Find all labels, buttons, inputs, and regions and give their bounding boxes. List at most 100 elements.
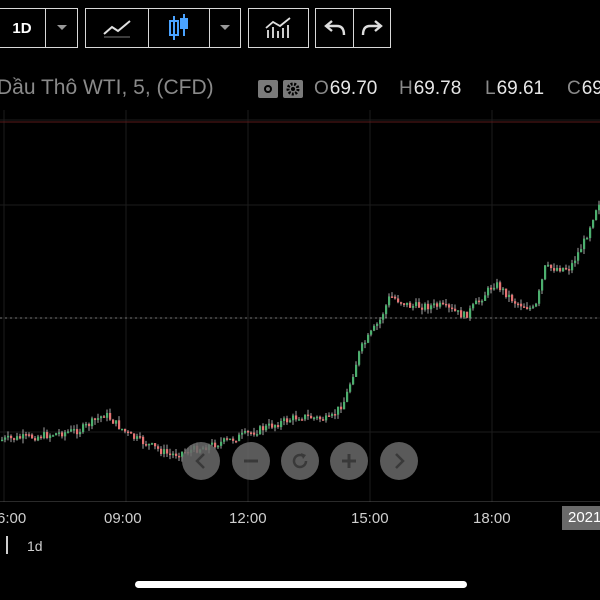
candle-body xyxy=(595,210,598,220)
interval-selector[interactable]: 1D xyxy=(0,8,78,48)
candle-body xyxy=(364,342,367,345)
candle-body xyxy=(25,434,28,436)
candle-body xyxy=(532,306,535,308)
toolbar-divider xyxy=(148,9,149,47)
candle-body xyxy=(1,439,4,442)
candle-body xyxy=(229,438,232,441)
candle-body xyxy=(556,268,559,271)
indicators-button[interactable] xyxy=(248,8,309,48)
candle-body xyxy=(403,303,406,306)
candle-body xyxy=(31,434,34,439)
candle-body xyxy=(280,421,283,428)
zoom-out-button[interactable] xyxy=(232,442,270,480)
candle-body xyxy=(388,296,391,306)
candle-body xyxy=(343,401,346,410)
line-chart-button[interactable] xyxy=(86,9,148,47)
candle-body xyxy=(55,433,58,436)
candle-body xyxy=(511,294,514,302)
candle-body xyxy=(211,442,214,445)
toolbar-divider xyxy=(45,9,46,47)
candle-body xyxy=(292,415,295,421)
visibility-toggle[interactable] xyxy=(258,80,278,103)
redo-button[interactable] xyxy=(354,9,390,47)
history-controls xyxy=(315,8,391,48)
candlestick-button[interactable] xyxy=(149,9,209,47)
reset-chart-button[interactable] xyxy=(281,442,319,480)
candle-body xyxy=(142,436,145,445)
interval-button[interactable]: 1D xyxy=(0,9,45,47)
symbol-title[interactable]: Dầu Thô WTI, 5, (CFD) xyxy=(0,76,214,99)
candle-body xyxy=(580,249,583,253)
candle-body xyxy=(448,304,451,308)
candle-body xyxy=(268,423,271,426)
time-tick-label: 12:00 xyxy=(229,510,267,527)
candle-body xyxy=(49,435,52,439)
candle-body xyxy=(418,302,421,308)
bottom-interval-button[interactable]: 1d xyxy=(27,538,43,554)
candle-body xyxy=(526,307,529,310)
candle-body xyxy=(484,295,487,301)
candle-body xyxy=(454,308,457,312)
candle-body xyxy=(430,305,433,310)
candle-body xyxy=(43,432,46,439)
candle-body xyxy=(322,419,325,421)
candle-body xyxy=(262,426,265,431)
candle-body xyxy=(301,419,304,421)
candle-body xyxy=(451,307,454,310)
candle-body xyxy=(502,288,505,291)
price-chart[interactable] xyxy=(0,110,600,502)
candle-body xyxy=(133,433,136,439)
candle-body xyxy=(493,287,496,290)
candle-body xyxy=(415,302,418,306)
candle-body xyxy=(541,279,544,291)
candle-body xyxy=(559,268,562,272)
candle-body xyxy=(304,414,307,420)
undo-button[interactable] xyxy=(316,9,353,47)
candle-body xyxy=(457,310,460,312)
home-indicator xyxy=(135,581,467,588)
zoom-in-button[interactable] xyxy=(330,442,368,480)
candle-body xyxy=(517,303,520,306)
candle-body xyxy=(256,434,259,436)
candle-body xyxy=(313,417,316,420)
ohlc-low: L69.61 xyxy=(485,78,545,99)
candle-body xyxy=(103,416,106,418)
candle-body xyxy=(337,406,340,415)
interval-dropdown-button[interactable] xyxy=(46,9,77,47)
candle-body xyxy=(586,238,589,240)
candle-body xyxy=(568,269,571,271)
scroll-left-button[interactable] xyxy=(182,442,220,480)
candle-body xyxy=(361,343,364,352)
candle-body xyxy=(286,418,289,423)
candle-body xyxy=(574,260,577,264)
candle-body xyxy=(538,290,541,304)
candle-body xyxy=(535,303,538,307)
candle-body xyxy=(160,448,163,454)
line-chart-icon xyxy=(103,20,131,38)
candle-body xyxy=(514,301,517,304)
candle-body xyxy=(46,432,49,439)
candle-body xyxy=(37,436,40,441)
chart-type-selector[interactable] xyxy=(85,8,241,48)
settings-button[interactable] xyxy=(283,80,303,103)
scroll-right-button[interactable] xyxy=(380,442,418,480)
candle-body xyxy=(76,429,79,435)
candle-body xyxy=(352,376,355,385)
candle-body xyxy=(232,438,235,441)
candle-body xyxy=(265,425,268,431)
candle-body xyxy=(13,438,16,440)
candle-body xyxy=(73,429,76,431)
candle-body xyxy=(277,425,280,428)
chart-type-dropdown-button[interactable] xyxy=(210,9,240,47)
ohlc-high: H69.78 xyxy=(399,78,462,99)
candle-body xyxy=(217,445,220,448)
candle-body xyxy=(94,418,97,420)
candle-body xyxy=(79,431,82,435)
candle-body xyxy=(562,267,565,272)
candle-body xyxy=(283,418,286,422)
candle-body xyxy=(397,298,400,303)
candle-body xyxy=(64,432,67,437)
minus-icon xyxy=(244,459,258,463)
candle-body xyxy=(547,264,550,267)
candle-body xyxy=(40,436,43,439)
